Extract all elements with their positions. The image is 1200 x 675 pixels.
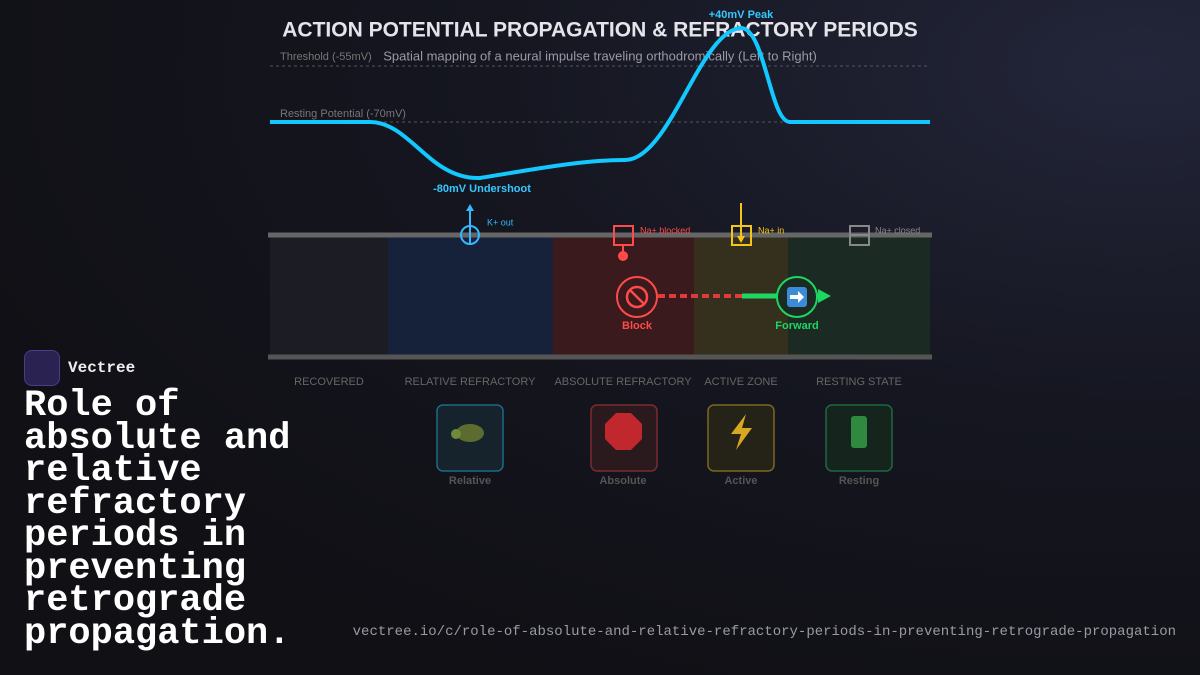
zone-label: ACTIVE ZONE <box>704 376 777 388</box>
card-icon <box>731 414 752 450</box>
inactivation-ball <box>618 251 628 261</box>
zone-bg <box>388 237 553 355</box>
card-icon <box>456 424 484 442</box>
brand-name: Vectree <box>68 359 136 377</box>
action-potential-curve <box>270 25 930 181</box>
arrow-head <box>737 236 745 243</box>
brand: Vectree <box>24 350 135 386</box>
card-icon <box>451 429 461 439</box>
zone-label: RESTING STATE <box>816 376 902 388</box>
block-icon <box>625 285 649 309</box>
block-label: Block <box>622 320 653 332</box>
zone-label: RECOVERED <box>294 376 364 388</box>
channel-label: Na+ blocked <box>640 225 690 235</box>
zone-label: ABSOLUTE REFRACTORY <box>554 376 692 388</box>
card-icon <box>605 413 642 450</box>
card-label: Resting <box>839 475 879 487</box>
card-label: Relative <box>449 475 491 487</box>
arrow-head <box>818 289 831 303</box>
logo <box>24 350 60 386</box>
resting-label: Resting Potential (-70mV) <box>280 108 406 120</box>
undershoot-label: -80mV Undershoot <box>433 183 531 195</box>
card-label: Active <box>724 475 757 487</box>
zone-label: RELATIVE REFRACTORY <box>405 376 536 388</box>
heading: Role of absolute and relative refractory… <box>24 385 291 655</box>
card-icon <box>851 416 867 448</box>
forward-icon <box>790 291 804 303</box>
peak-label: +40mV Peak <box>709 9 774 21</box>
channel-label: K+ out <box>487 217 514 227</box>
zone-bg <box>270 237 388 355</box>
channel-label: Na+ in <box>758 225 784 235</box>
block-icon <box>629 289 645 305</box>
card-label: Absolute <box>599 475 646 487</box>
channel-label: Na+ closed <box>875 225 920 235</box>
url: vectree.io/c/role-of-absolute-and-relati… <box>352 624 1176 640</box>
threshold-label: Threshold (-55mV) <box>280 51 372 63</box>
title: ACTION POTENTIAL PROPAGATION & REFRACTOR… <box>282 19 918 42</box>
arrow-head <box>466 204 474 211</box>
subtitle: Spatial mapping of a neural impulse trav… <box>383 48 817 63</box>
forward-label: Forward <box>775 320 818 332</box>
